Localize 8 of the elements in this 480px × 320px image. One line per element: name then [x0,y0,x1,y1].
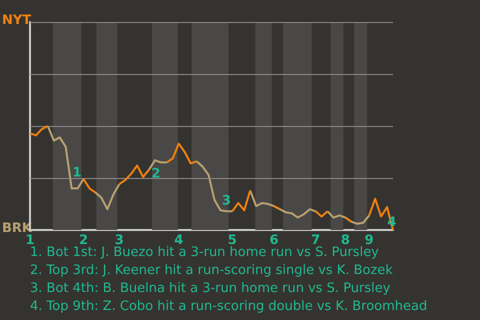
text: 3. Bot 4th: B. Buelna hit a 3-run home run vs S. Pursley [30,280,392,298]
annotation: 2 [151,166,160,182]
annotation: BRK [2,221,33,236]
annotation: 3 [222,193,231,208]
text: NYT [2,13,32,28]
text: 2. Top 3rd: J. Keener hit a run-scoring single vs K. Bozek [30,262,394,280]
text: 4. Top 9th: Z. Cobo hit a run-scoring double vs K. Broomhead [30,298,428,316]
annotation: 1 [72,165,82,180]
